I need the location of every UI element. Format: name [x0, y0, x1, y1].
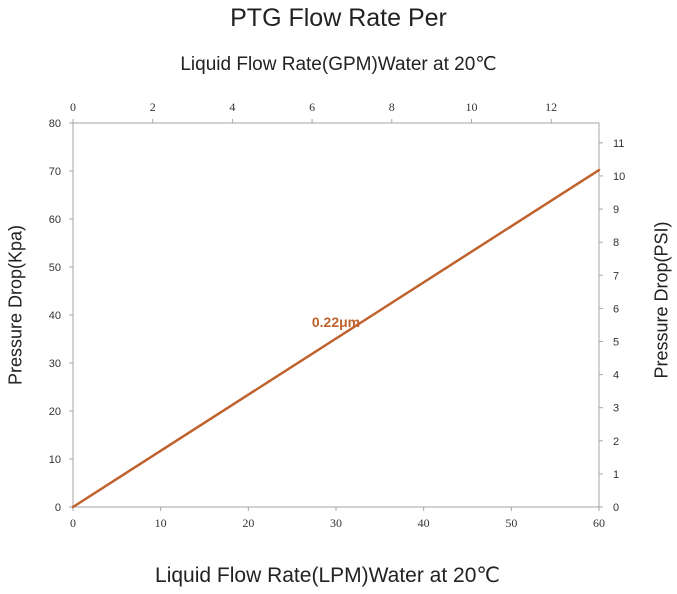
x-bottom-tick-label: 20 [242, 516, 254, 530]
y-left-tick-label: 60 [49, 214, 61, 226]
y-right-tick-label: 8 [613, 237, 619, 249]
y-right-tick-label: 10 [613, 171, 625, 183]
y-right-tick-label: 11 [613, 138, 624, 150]
y-left-tick-label: 10 [49, 454, 61, 466]
y-right-tick-label: 3 [613, 403, 619, 415]
x-bottom-tick-label: 30 [330, 516, 342, 530]
x-bottom-tick-label: 0 [70, 516, 76, 530]
chart-title: PTG Flow Rate Per [230, 4, 447, 32]
y-right-tick-label: 5 [613, 336, 619, 348]
x-bottom-tick-label: 10 [155, 516, 167, 530]
y-right-tick-label: 4 [613, 370, 619, 382]
x-top-tick-label: 0 [70, 100, 76, 114]
y-right-tick-label: 0 [613, 502, 619, 514]
y-left-tick-label: 70 [49, 166, 61, 178]
y-right-tick-label: 1 [613, 469, 619, 481]
x-top-tick-label: 4 [229, 100, 235, 114]
x-top-tick-label: 6 [309, 100, 315, 114]
series-label: 0.22μm [312, 314, 360, 330]
x-top-tick-label: 12 [545, 100, 557, 114]
y-left-tick-label: 0 [55, 502, 61, 514]
x-bottom-tick-label: 60 [593, 516, 605, 530]
y-right-tick-label: 6 [613, 303, 619, 315]
x-bottom-tick-label: 40 [418, 516, 430, 530]
y-left-tick-label: 40 [49, 310, 61, 322]
x-bottom-tick-label: 50 [505, 516, 517, 530]
y-right-tick-label: 2 [613, 436, 619, 448]
series-line [71, 168, 601, 509]
y-right-tick-label: 9 [613, 204, 619, 216]
y-left-tick-label: 50 [49, 262, 61, 274]
y-left-tick-label: 80 [49, 118, 61, 130]
x-top-tick-label: 10 [465, 100, 477, 114]
x-top-axis-label: Liquid Flow Rate(GPM)Water at 20℃ [180, 54, 497, 75]
x-bottom-axis-label: Liquid Flow Rate(LPM)Water at 20℃ [155, 564, 500, 587]
x-top-tick-label: 2 [150, 100, 156, 114]
y-left-tick-label: 30 [49, 358, 61, 370]
y-right-tick-label: 7 [613, 270, 619, 282]
x-top-tick-label: 8 [389, 100, 395, 114]
y-left-tick-label: 20 [49, 406, 61, 418]
